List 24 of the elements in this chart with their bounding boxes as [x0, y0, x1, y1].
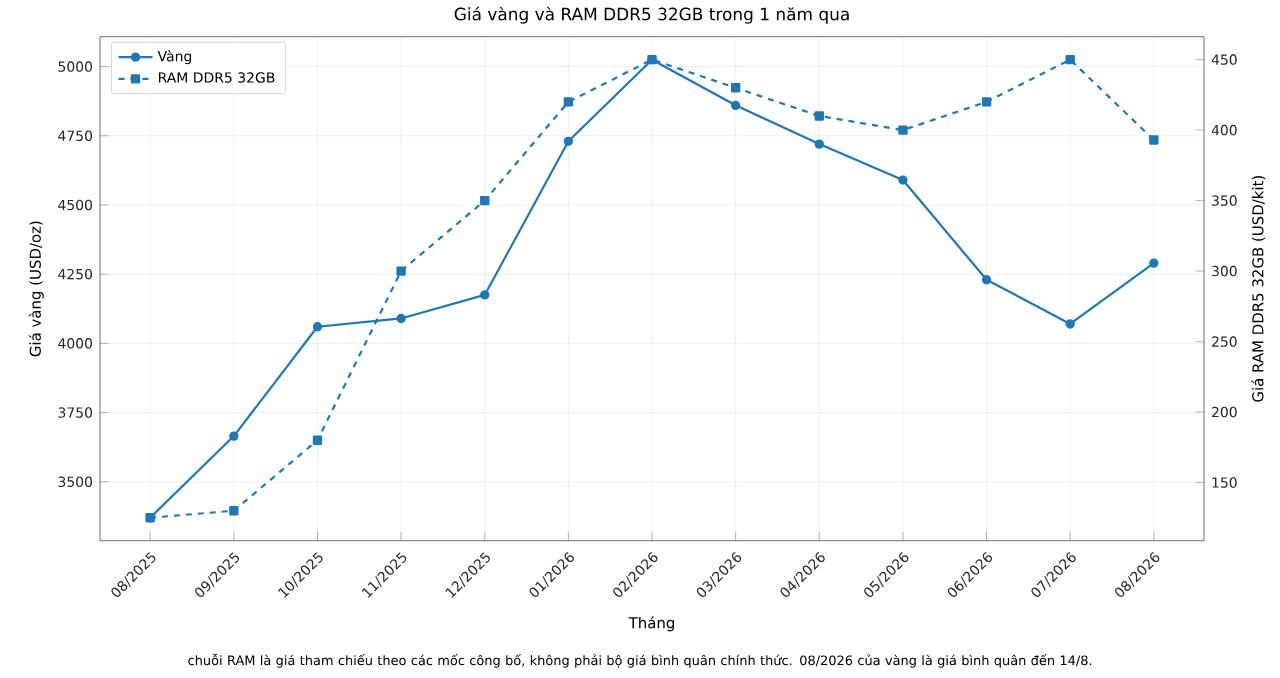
point	[1065, 54, 1075, 64]
point	[229, 431, 239, 441]
point	[563, 136, 574, 146]
point	[814, 139, 824, 149]
chart-title: Giá vàng và RAM DDR5 32GB trong 1 năm qua	[454, 6, 849, 24]
point	[730, 100, 741, 110]
point	[563, 96, 574, 107]
point	[647, 54, 657, 64]
point	[814, 110, 824, 121]
point	[981, 274, 992, 285]
point	[312, 321, 323, 332]
point	[312, 435, 323, 445]
point	[480, 195, 490, 205]
point	[396, 313, 406, 323]
point	[898, 125, 908, 135]
point	[898, 175, 908, 185]
point	[1149, 258, 1159, 268]
point	[1065, 318, 1075, 329]
point	[981, 96, 992, 107]
point	[396, 266, 406, 276]
point	[1149, 134, 1159, 145]
point	[730, 82, 741, 93]
point	[229, 505, 239, 516]
point	[480, 289, 490, 300]
